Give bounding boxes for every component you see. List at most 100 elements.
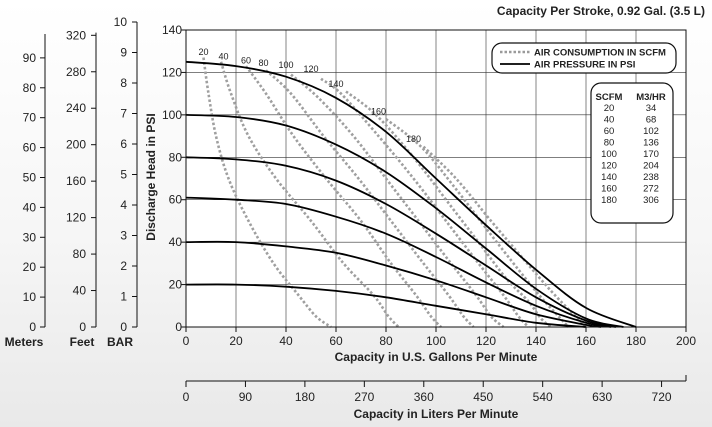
table-cell-m3hr: 238 <box>643 172 659 183</box>
liters-tick-label: 90 <box>239 390 253 404</box>
bar-tick-label: 8 <box>120 76 127 90</box>
y-tick-label: 60 <box>169 193 183 207</box>
table-cell-scfm: 80 <box>604 138 615 149</box>
air-pressure-curves <box>185 60 637 328</box>
air-consumption-curve <box>290 73 505 329</box>
table-cell-m3hr: 34 <box>646 103 657 114</box>
air-pressure-curve <box>185 114 624 328</box>
table-cell-scfm: 180 <box>601 195 617 206</box>
y-tick-label: 20 <box>169 278 183 292</box>
feet-tick-label: 240 <box>66 101 86 115</box>
bar-tick-label: 9 <box>120 46 127 60</box>
air-consumption-label: 40 <box>218 51 228 61</box>
air-consumption-label: 80 <box>258 58 268 68</box>
feet-tick-label: 160 <box>66 174 86 188</box>
y-tick-label: 80 <box>169 150 183 164</box>
bar-tick-label: 2 <box>120 259 127 273</box>
table-cell-m3hr: 68 <box>646 115 657 126</box>
table-cell-scfm: 100 <box>601 149 617 160</box>
liters-axis-label: Capacity in Liters Per Minute <box>354 407 519 421</box>
air-consumption-label: 180 <box>406 134 421 144</box>
y-tick-label: 120 <box>162 65 182 79</box>
table-cell-scfm: 60 <box>604 126 615 137</box>
bar-tick-label: 3 <box>120 229 127 243</box>
meters-tick-label: 60 <box>23 141 37 155</box>
table-cell-scfm: 120 <box>601 161 617 172</box>
legend-box <box>491 42 677 74</box>
air-pressure-curve <box>185 283 587 328</box>
x-tick-label: 0 <box>183 334 190 348</box>
air-consumption-curve <box>385 118 570 328</box>
air-consumption-curve <box>202 57 332 329</box>
x-tick-label: 80 <box>379 334 393 348</box>
feet-tick-label: 120 <box>66 211 86 225</box>
bar-tick-label: 10 <box>114 15 128 29</box>
table-cell-m3hr: 272 <box>643 184 659 195</box>
air-consumption-label: 140 <box>328 79 343 89</box>
air-consumption-curve <box>244 65 442 328</box>
air-pressure-curve <box>185 240 602 328</box>
meters-unit-label: Meters <box>5 335 44 349</box>
bar-tick-label: 1 <box>120 290 127 304</box>
table-cell-m3hr: 306 <box>643 195 659 206</box>
liters-tick-label: 450 <box>473 390 493 404</box>
liters-tick-label: 0 <box>183 390 190 404</box>
air-consumption-label: 120 <box>303 64 318 74</box>
air-pressure-curve <box>185 60 637 328</box>
legend-air-pressure: AIR PRESSURE IN PSI <box>534 60 635 71</box>
x-tick-label: 140 <box>526 334 546 348</box>
liters-tick-label: 180 <box>295 390 315 404</box>
y-tick-label: 40 <box>169 235 183 249</box>
conversion-table-box <box>590 82 674 224</box>
feet-unit-label: Feet <box>70 335 95 349</box>
liters-tick-label: 720 <box>652 390 672 404</box>
air-consumption-label: 160 <box>371 107 386 117</box>
y-axis-label: Discharge Head in PSI <box>144 113 158 240</box>
feet-tick-label: 200 <box>66 138 86 152</box>
conversion-table: SCFM M3/HR 20 34 40 68 60 102 80 136 100 170 120 20… <box>590 82 674 224</box>
air-consumption-label: 20 <box>198 47 208 57</box>
meters-tick-label: 30 <box>23 230 37 244</box>
meters-tick-label: 80 <box>23 81 37 95</box>
table-cell-m3hr: 204 <box>643 161 659 172</box>
meters-tick-label: 20 <box>23 260 37 274</box>
x-tick-label: 40 <box>279 334 293 348</box>
table-header-scfm: SCFM <box>596 92 623 103</box>
table-cell-scfm: 40 <box>604 115 615 126</box>
meters-tick-label: 0 <box>29 320 36 334</box>
air-pressure-curve <box>185 196 612 328</box>
meters-tick-label: 50 <box>23 170 37 184</box>
x-tick-label: 20 <box>229 334 243 348</box>
bar-tick-label: 6 <box>120 137 127 151</box>
x-tick-label: 180 <box>626 334 646 348</box>
air-consumption-curve <box>345 90 552 329</box>
meters-tick-label: 10 <box>23 290 37 304</box>
axes: 0 20 40 60 80 100 120 140 160 180 2000204060801001… <box>162 23 696 348</box>
table-header-m3hr: M3/HR <box>636 92 666 103</box>
secondary-scales: 0123456789100408012016020024028032001020… <box>23 15 687 404</box>
liters-tick-label: 270 <box>354 390 374 404</box>
air-consumption-label: 60 <box>241 56 251 66</box>
table-cell-m3hr: 136 <box>643 138 659 149</box>
meters-tick-label: 70 <box>23 111 37 125</box>
table-cell-m3hr: 102 <box>643 126 659 137</box>
liters-tick-label: 630 <box>592 390 612 404</box>
table-cell-scfm: 140 <box>601 172 617 183</box>
plot-frame <box>185 29 687 328</box>
x-axis-label: Capacity in U.S. Gallons Per Minute <box>335 350 538 364</box>
feet-tick-label: 80 <box>73 247 87 261</box>
bar-tick-label: 5 <box>120 168 127 182</box>
bar-tick-label: 0 <box>120 320 127 334</box>
x-tick-label: 160 <box>576 334 596 348</box>
bar-tick-label: 4 <box>120 198 127 212</box>
liters-tick-label: 360 <box>414 390 434 404</box>
y-tick-label: 100 <box>162 108 182 122</box>
x-tick-label: 100 <box>426 334 446 348</box>
air-consumption-curve <box>219 61 400 328</box>
legend: AIR CONSUMPTION IN SCFM AIR PRESSURE IN … <box>491 42 677 74</box>
y-tick-label: 140 <box>162 23 182 37</box>
feet-tick-label: 40 <box>73 284 87 298</box>
y-tick-label: 0 <box>175 320 182 334</box>
chart-title: Capacity Per Stroke, 0.92 Gal. (3.5 L) <box>497 4 705 18</box>
